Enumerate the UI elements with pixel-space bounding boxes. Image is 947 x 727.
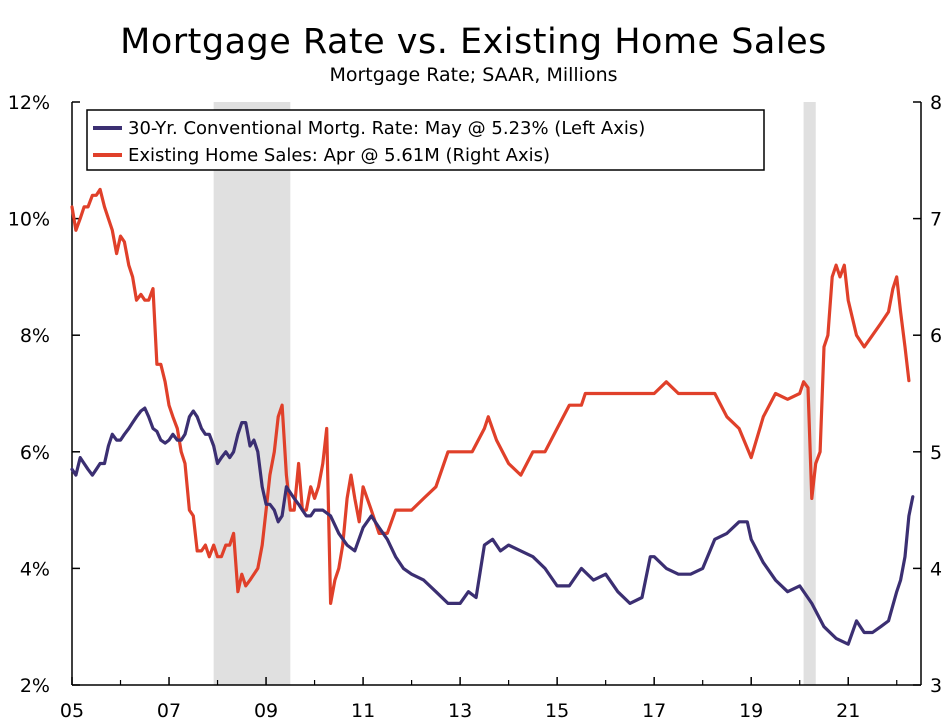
right-axis-tick-label: 6 — [930, 325, 942, 347]
left-axis-tick-label: 6% — [20, 442, 50, 464]
legend-label-mortgage-rate: 30-Yr. Conventional Mortg. Rate: May @ 5… — [128, 118, 645, 139]
x-axis-tick-label: 09 — [254, 700, 278, 722]
chart-title: Mortgage Rate vs. Existing Home Sales — [120, 22, 827, 62]
right-axis-tick-label: 8 — [930, 92, 942, 114]
axis-layer: 2% 4% 6% 8% 10% 12% 3 4 5 6 7 8 05 07 09 11 13 15 17 19 21 — [8, 92, 942, 722]
x-axis-tick-label: 11 — [351, 700, 375, 722]
left-axis-tick-label: 12% — [8, 92, 50, 114]
right-axis-tick-label: 4 — [930, 558, 942, 580]
x-axis-tick-label: 13 — [448, 700, 472, 722]
legend-box — [86, 109, 765, 171]
right-axis-tick-label: 3 — [930, 675, 942, 697]
legend-label-home-sales: Existing Home Sales: Apr @ 5.61M (Right … — [128, 145, 550, 166]
right-axis-tick-label: 5 — [930, 442, 942, 464]
x-axis-tick-label: 15 — [545, 700, 569, 722]
series-line-home-sales — [70, 187, 911, 606]
x-axis-tick-label: 07 — [157, 700, 181, 722]
left-axis-tick-label: 8% — [20, 325, 50, 347]
left-axis-tick-label: 2% — [20, 675, 50, 697]
left-axis-tick-label: 10% — [8, 209, 50, 231]
x-axis-tick-label: 19 — [739, 700, 763, 722]
recession-shading-layer — [213, 102, 816, 685]
right-axis-tick-label: 7 — [930, 209, 942, 231]
series-line-mortgage-rate — [70, 406, 915, 646]
x-axis-tick-label: 05 — [60, 700, 84, 722]
x-axis-tick-label: 21 — [836, 700, 860, 722]
legend: 30-Yr. Conventional Mortg. Rate: May @ 5… — [86, 109, 765, 171]
series-layer — [70, 187, 915, 646]
left-axis-tick-label: 4% — [20, 558, 50, 580]
chart-subtitle: Mortgage Rate; SAAR, Millions — [329, 64, 618, 86]
recession-band-0 — [213, 102, 291, 685]
x-axis-tick-label: 17 — [642, 700, 666, 722]
